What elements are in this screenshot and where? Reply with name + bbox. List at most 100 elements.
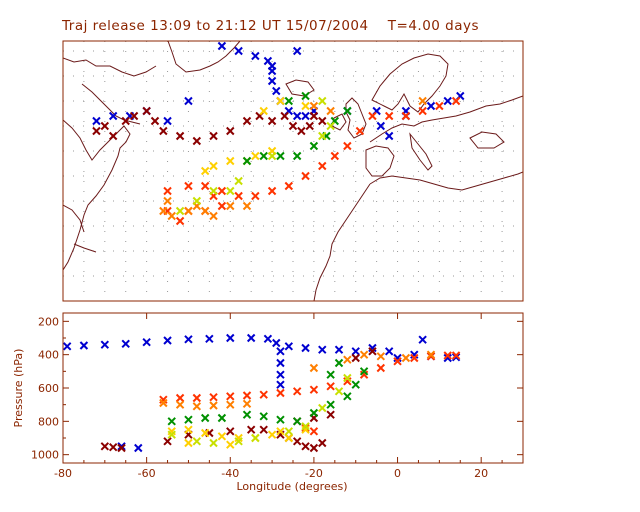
- pressure-frame: [62, 312, 524, 464]
- trajectory-point: [121, 339, 130, 349]
- trajectory-point: [309, 101, 319, 111]
- trajectory-point: [343, 355, 352, 364]
- trajectory-point: [226, 440, 235, 449]
- trajectory-point: [200, 413, 210, 423]
- trajectory-point: [242, 391, 252, 400]
- trajectory-point: [376, 352, 386, 361]
- x-tick-label: 20: [474, 467, 488, 480]
- trajectory-point: [343, 141, 352, 151]
- trajectory-point: [359, 350, 369, 359]
- trajectory-point: [226, 400, 235, 409]
- trajectory-point: [192, 136, 202, 146]
- trajectory-point: [192, 437, 202, 446]
- coast-north-america: [63, 119, 131, 271]
- coast-caribbean: [63, 204, 97, 253]
- trajectory-point: [159, 126, 168, 136]
- trajectory-point: [267, 116, 277, 126]
- trajectory-point: [318, 96, 327, 106]
- trajectory-point: [301, 442, 310, 451]
- trajectory-point: [129, 111, 139, 121]
- map-panel: [62, 40, 524, 302]
- trajectory-point: [309, 363, 319, 373]
- trajectory-point: [184, 181, 193, 191]
- trajectory-point: [359, 367, 369, 376]
- trajectory-point: [334, 345, 344, 354]
- trajectory-point: [184, 425, 193, 434]
- coast-iberia: [365, 145, 395, 177]
- trajectory-point: [163, 336, 172, 345]
- trajectory-point: [184, 438, 193, 448]
- trajectory-point: [226, 126, 235, 136]
- trajectory-point: [79, 341, 89, 350]
- coastlines: [63, 41, 523, 301]
- trajectory-point: [309, 408, 319, 418]
- trajectory-point: [418, 96, 427, 106]
- trajectory-point: [217, 41, 227, 51]
- trajectory-point: [192, 393, 202, 403]
- trajectory-point: [401, 353, 411, 363]
- trajectory-point: [292, 111, 302, 121]
- trajectory-point: [443, 351, 452, 360]
- trajectory-point: [384, 347, 394, 356]
- trajectory-point: [301, 91, 310, 101]
- trajectory-point: [326, 121, 335, 131]
- trajectory-point: [242, 156, 252, 166]
- trajectory-point: [100, 121, 110, 131]
- trajectory-point: [200, 181, 210, 191]
- trajectory-point: [426, 352, 436, 361]
- trajectory-point: [175, 216, 185, 226]
- y-tick-label: 400: [38, 349, 59, 362]
- trajectory-point: [100, 340, 110, 349]
- trajectory-point: [251, 191, 260, 201]
- trajectory-point: [226, 392, 235, 401]
- y-axis-label: Pressure (hPa): [12, 349, 25, 428]
- trajectory-point: [451, 351, 461, 360]
- trajectory-point: [159, 206, 168, 216]
- trajectory-point: [309, 111, 319, 121]
- trajectory-point: [263, 334, 273, 344]
- coast-greenland: [167, 41, 241, 73]
- trajectory-point: [167, 430, 176, 439]
- trajectory-point: [92, 116, 101, 126]
- trajectory-point: [117, 442, 126, 451]
- trajectory-point: [343, 106, 352, 116]
- coast-mediterranean-africa: [369, 171, 523, 191]
- trajectory-point: [209, 211, 218, 221]
- trajectory-point: [276, 388, 285, 398]
- trajectory-point: [301, 422, 310, 431]
- map-frame: [62, 40, 524, 302]
- y-tick-label: 800: [38, 415, 59, 428]
- trajectory-point: [355, 126, 365, 136]
- trajectory-point: [234, 191, 243, 201]
- trajectory-point: [309, 141, 319, 151]
- trajectory-point: [284, 433, 294, 443]
- trajectory-point: [234, 176, 243, 186]
- chart-title: Traj release 13:09 to 21:12 UT 15/07/200…: [62, 18, 480, 34]
- y-tick-label: 200: [38, 315, 59, 328]
- trajectory-point: [200, 428, 210, 438]
- trajectory-point: [226, 201, 235, 211]
- trajectory-point: [159, 398, 168, 408]
- trajectory-point: [280, 111, 289, 121]
- trajectory-point: [318, 345, 327, 354]
- trajectory-point: [343, 373, 352, 383]
- trajectory-point: [142, 106, 151, 116]
- trajectory-point: [267, 76, 277, 86]
- trajectory-point: [217, 413, 227, 423]
- trajectory-point: [117, 443, 126, 453]
- trajectory-point: [134, 443, 143, 453]
- trajectory-point: [318, 438, 327, 448]
- trajectory-point: [384, 111, 394, 121]
- trajectory-point: [326, 400, 335, 409]
- trajectory-point: [217, 201, 227, 211]
- trajectory-point: [326, 370, 335, 379]
- trajectory-point: [163, 196, 172, 206]
- trajectory-point: [200, 166, 210, 176]
- x-tick-label: 0: [394, 467, 401, 480]
- trajectory-point: [92, 126, 101, 136]
- trajectory-point: [443, 96, 452, 106]
- coast-italy: [409, 132, 433, 171]
- coast-europe: [369, 95, 523, 143]
- trajectory-point: [150, 116, 160, 126]
- trajectory-point: [251, 433, 260, 443]
